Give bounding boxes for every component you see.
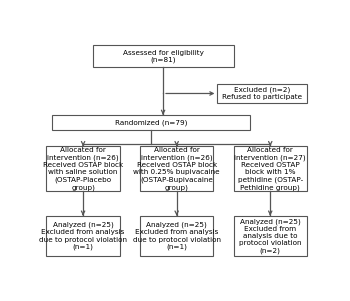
Text: Randomized (n=79): Randomized (n=79)	[115, 119, 187, 126]
Text: Allocated for
intervention (n=27)
Received OSTAP
block with 1%
pethidine (OSTAP-: Allocated for intervention (n=27) Receiv…	[234, 147, 306, 191]
Text: Analyzed (n=25)
Excluded from analysis
due to protocol violation
(n=1): Analyzed (n=25) Excluded from analysis d…	[39, 222, 127, 250]
FancyBboxPatch shape	[52, 115, 250, 130]
Text: Excluded (n=2)
Refused to participate: Excluded (n=2) Refused to participate	[222, 87, 302, 100]
FancyBboxPatch shape	[140, 146, 213, 191]
FancyBboxPatch shape	[47, 216, 120, 256]
Text: Analyzed (n=25)
Excluded from analysis
due to protocol violation
(n=1): Analyzed (n=25) Excluded from analysis d…	[133, 222, 220, 250]
FancyBboxPatch shape	[217, 84, 307, 103]
Text: Analyzed (n=25)
Excluded from
analysis due to
protocol violation
(n=2): Analyzed (n=25) Excluded from analysis d…	[239, 218, 301, 254]
FancyBboxPatch shape	[47, 146, 120, 191]
Text: Assessed for eligibility
(n=81): Assessed for eligibility (n=81)	[122, 50, 204, 63]
FancyBboxPatch shape	[234, 216, 307, 256]
FancyBboxPatch shape	[140, 216, 213, 256]
Text: Allocated for
intervention (n=26)
Received OSTAP block
with saline solution
(OST: Allocated for intervention (n=26) Receiv…	[43, 147, 123, 191]
FancyBboxPatch shape	[92, 45, 234, 67]
FancyBboxPatch shape	[234, 146, 307, 191]
Text: Allocated for
intervention (n=26)
Received OSTAP block
with 0.25% bupivacaine
(O: Allocated for intervention (n=26) Receiv…	[133, 147, 220, 191]
